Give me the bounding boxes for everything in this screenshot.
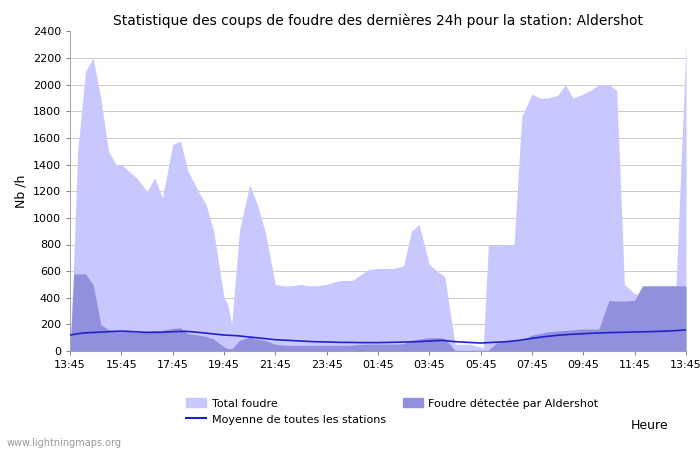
Legend: Total foudre, Moyenne de toutes les stations, Foudre détectée par Aldershot: Total foudre, Moyenne de toutes les stat… [186, 398, 598, 425]
Title: Statistique des coups de foudre des dernières 24h pour la station: Aldershot: Statistique des coups de foudre des dern… [113, 13, 643, 27]
Y-axis label: Nb /h: Nb /h [14, 175, 27, 208]
Text: www.lightningmaps.org: www.lightningmaps.org [7, 438, 122, 448]
Text: Heure: Heure [631, 419, 668, 432]
